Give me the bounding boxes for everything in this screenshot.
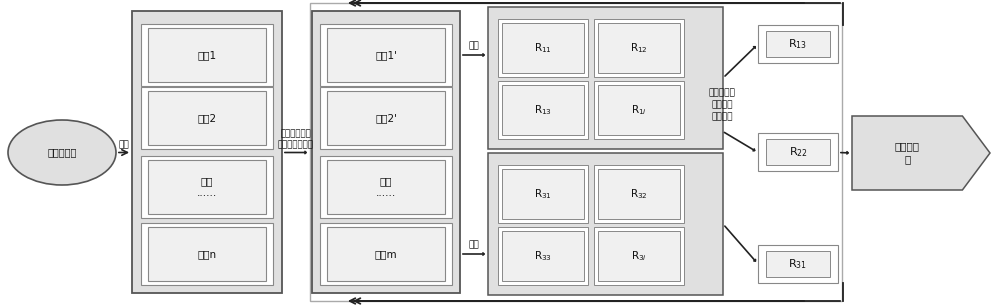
Bar [327,160,445,214]
Text: R$_{13}$: R$_{13}$ [788,37,808,51]
Bar [502,85,584,135]
Bar [141,223,273,285]
Text: 划分: 划分 [119,140,129,149]
Text: R$_{33}$: R$_{33}$ [534,249,552,263]
Text: R$_{31}$: R$_{31}$ [534,187,552,201]
Bar [141,24,273,86]
Bar [327,91,445,145]
Text: R$_{11}$: R$_{11}$ [534,41,552,55]
Bar [310,3,842,301]
Bar [498,19,588,77]
Text: 利用去冗余
算法消除
重复需求: 利用去冗余 算法消除 重复需求 [709,89,735,121]
Text: R$_{22}$: R$_{22}$ [789,145,807,160]
Text: 需求2: 需求2 [197,113,217,123]
Text: 需求1: 需求1 [197,50,217,60]
Ellipse shape [8,120,116,185]
Bar [148,28,266,82]
Bar [594,81,684,139]
Bar [488,7,723,149]
Text: 需求
......: 需求 ...... [197,176,217,198]
Polygon shape [852,116,990,190]
Text: 需求m: 需求m [375,249,397,259]
Text: 利用去冒余算
法消除重复需求: 利用去冒余算 法消除重复需求 [278,130,314,149]
Bar [502,169,584,219]
Text: R$_{1i}$: R$_{1i}$ [631,103,647,117]
Text: 需求n: 需求n [197,249,217,259]
Bar [141,87,273,149]
Bar [502,231,584,281]
Bar [498,81,588,139]
Text: 划分: 划分 [469,241,479,249]
Bar [148,227,266,281]
Bar [320,156,452,218]
Text: R$_{3i}$: R$_{3i}$ [631,249,647,263]
Bar [498,165,588,223]
Bar [594,165,684,223]
Bar [766,139,830,166]
Bar [488,153,723,295]
Text: R$_{31}$: R$_{31}$ [788,257,808,271]
Bar [132,11,282,293]
Bar [598,231,680,281]
Text: 需求1': 需求1' [375,50,397,60]
Text: 当前需求集: 当前需求集 [47,148,77,157]
Bar [320,223,452,285]
Bar [758,134,838,171]
Bar [502,23,584,73]
Bar [327,28,445,82]
Bar [594,227,684,285]
Bar [766,31,830,57]
Bar [766,251,830,277]
Text: 需求
......: 需求 ...... [376,176,396,198]
Text: 需求2': 需求2' [375,113,397,123]
Bar [312,11,460,293]
Bar [598,23,680,73]
Bar [598,169,680,219]
Text: R$_{32}$: R$_{32}$ [630,187,648,201]
Bar [498,227,588,285]
Bar [320,24,452,86]
Bar [327,227,445,281]
Bar [758,25,838,63]
Text: 最小用例
集: 最小用例 集 [895,142,920,165]
Bar [594,19,684,77]
Text: R$_{12}$: R$_{12}$ [630,41,648,55]
Bar [758,245,838,283]
Text: 划分: 划分 [469,41,479,51]
Bar [141,156,273,218]
Bar [148,91,266,145]
Text: R$_{13}$: R$_{13}$ [534,103,552,117]
Bar [148,160,266,214]
Bar [320,87,452,149]
Bar [598,85,680,135]
